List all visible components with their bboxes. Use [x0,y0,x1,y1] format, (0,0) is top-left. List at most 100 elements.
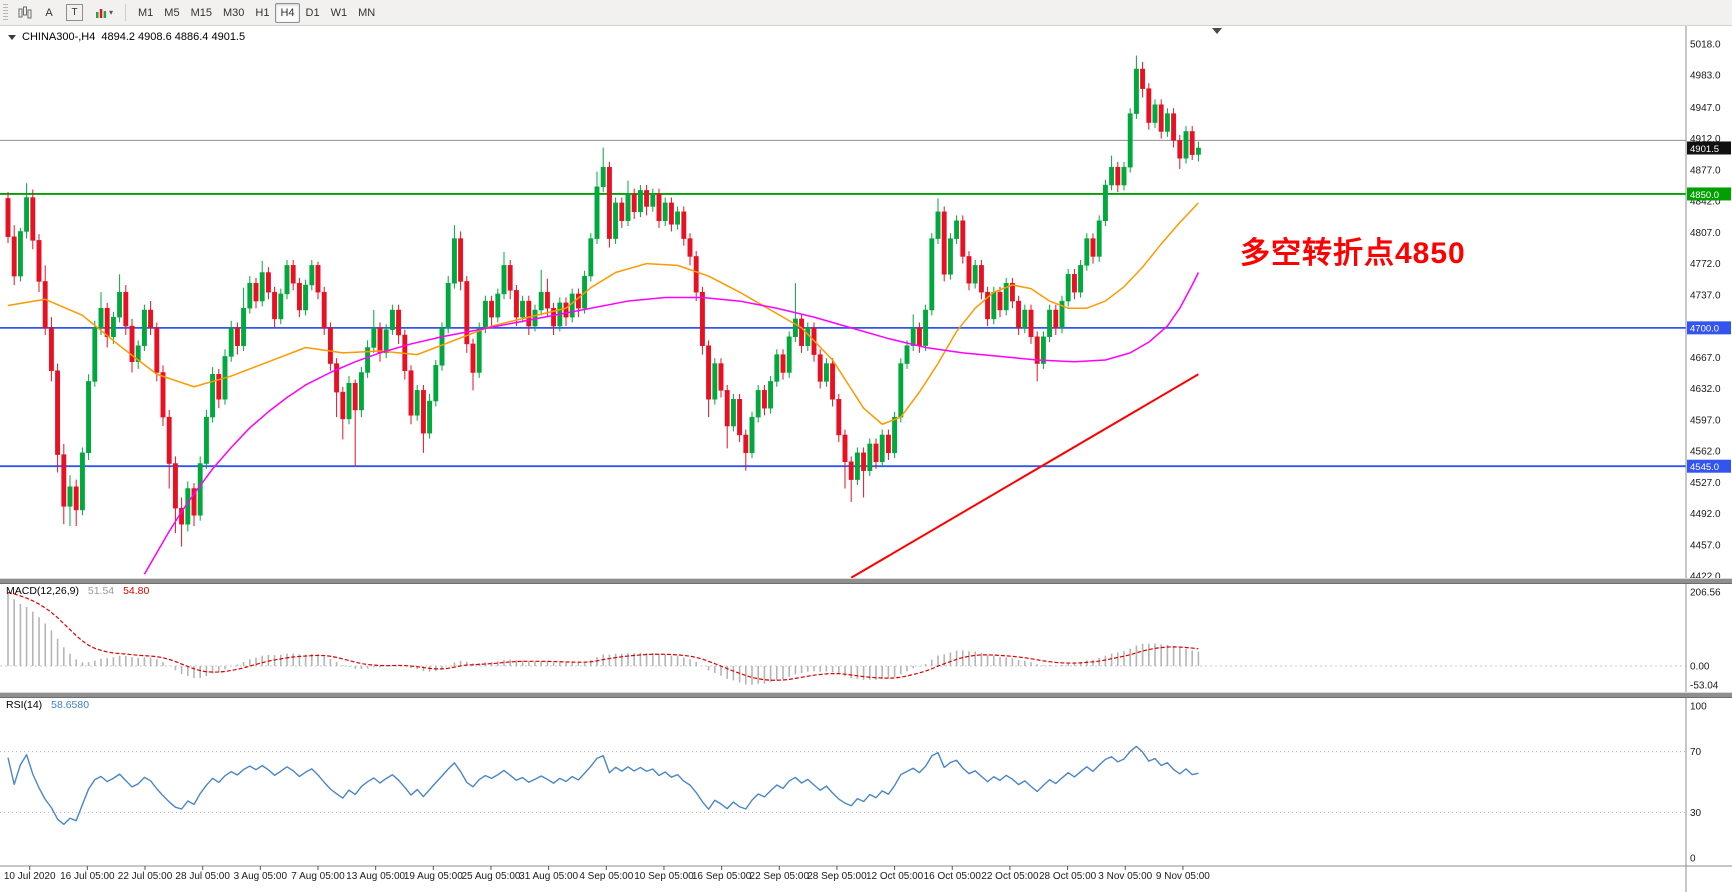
price-badge [1687,321,1731,335]
x-axis-label: 19 Aug 05:00 [404,871,463,882]
timeframe-button-w1[interactable]: W1 [330,6,348,19]
y-axis-tick-label: 4632.0 [1690,384,1721,395]
indicators-icon [96,8,107,18]
rsi-line [7,745,1199,826]
y-axis-tick-label: 4807.0 [1690,228,1721,239]
rsi-value: 58.6580 [51,699,90,711]
slow-ma-line [143,272,1200,575]
timeframe-button-m30[interactable]: M30 [222,6,245,19]
fast-ma-line [7,202,1199,426]
macd-signal-value: 54.80 [123,585,150,597]
x-axis-label: 16 Oct 05:00 [924,871,982,882]
y-axis-tick-label: 4562.0 [1690,447,1721,458]
x-axis-label: 10 Sep 05:00 [634,871,694,882]
indicators-caret-icon: ▾ [109,8,114,17]
x-axis-label: 7 Aug 05:00 [291,871,345,882]
toolbar-separator [125,4,127,21]
x-axis-label: 22 Jul 05:00 [118,871,173,882]
macd-panel [0,591,1686,685]
y-axis-tick-label: 4842.0 [1690,197,1721,208]
macd-scale-label: -53.04 [1690,681,1719,692]
price-badge-label: 4850.0 [1690,190,1719,201]
panel-separator[interactable] [0,578,1732,584]
price-badge-label: 4901.5 [1690,144,1719,155]
price-badge [1687,459,1731,473]
x-axis-label: 3 Aug 05:00 [234,871,288,882]
rsi-scale-label: 30 [1690,808,1702,819]
y-axis-tick-label: 4983.0 [1690,71,1721,82]
y-axis-tick-label: 4667.0 [1690,353,1721,364]
x-axis-label: 22 Oct 05:00 [981,871,1039,882]
chart-annotation-text[interactable]: 多空转折点4850 [1240,237,1466,270]
y-axis-tick-label: 4772.0 [1690,259,1721,270]
chart-ohlc-values: 4894.2 4908.6 4886.4 4901.5 [101,31,246,43]
x-axis-label: 12 Oct 05:00 [866,871,924,882]
x-axis-label: 10 Jul 2020 [4,871,56,882]
price-badge-label: 4700.0 [1690,324,1719,335]
x-axis-label: 25 Aug 05:00 [462,871,521,882]
macd-header: MACD(12,26,9) 51.54 54.80 [6,585,149,597]
rsi-panel [0,745,1686,826]
macd-histogram [7,592,1200,685]
time-axis[interactable]: 10 Jul 2020 16 Jul 05:00 22 Jul 05:00 28 Ju… [0,865,1732,882]
rsi-header: RSI(14) 58.6580 [6,699,89,711]
timeframe-button-m1[interactable]: M1 [138,6,154,19]
toolbar: A T ▾ M1 M5 M15 M30 H1 H4 D1 W1 MN [0,0,1732,26]
rsi-scale-label: 100 [1690,702,1707,713]
y-axis-tick-label: 4597.0 [1690,415,1721,426]
price-axis[interactable]: 5018.0 4983.0 4947.0 4912.0 4877.0 4842.0 4807… [1685,26,1732,892]
chart-bars-icon [18,6,32,19]
timeframe-button-d1[interactable]: D1 [305,6,320,19]
x-axis-label: 3 Nov 05:00 [1098,871,1152,882]
y-axis-tick-label: 4737.0 [1690,290,1721,301]
chart-shift-marker-icon[interactable] [1212,28,1222,34]
y-axis-tick-label: 4527.0 [1690,478,1721,489]
macd-main-value: 51.54 [87,585,115,597]
text-box-button[interactable]: T [61,3,88,23]
timeframe-button-m5[interactable]: M5 [164,6,180,19]
x-axis-label: 16 Sep 05:00 [692,871,752,882]
rsi-scale-label: 0 [1690,854,1696,865]
panel-separator[interactable] [0,692,1732,698]
x-axis-label: 13 Aug 05:00 [346,871,405,882]
price-badges: 4850.0 4700.0 4545.0 4901.5 [1687,141,1731,473]
y-axis-tick-label: 4912.0 [1690,134,1721,145]
chart-bars-button[interactable] [13,3,37,23]
text-box-icon: T [66,4,83,21]
y-axis-tick-label: 4422.0 [1690,572,1721,583]
macd-scale-label: 0.00 [1690,662,1710,673]
chart-window[interactable]: 5018.0 4983.0 4947.0 4912.0 4877.0 4842.0 4807… [0,26,1732,892]
price-badge-label: 4545.0 [1690,462,1719,473]
timeframe-button-h1[interactable]: H1 [255,6,270,19]
text-label-button[interactable]: A [39,3,59,23]
price-badge [1687,187,1731,201]
trendline[interactable] [850,373,1199,579]
x-axis-label: 31 Aug 05:00 [519,871,578,882]
macd-label: MACD(12,26,9) [6,585,79,597]
x-axis-label: 22 Sep 05:00 [750,871,810,882]
y-axis-tick-label: 4947.0 [1690,103,1721,114]
x-axis-label: 28 Sep 05:00 [807,871,867,882]
timeframe-button-h4[interactable]: H4 [275,2,300,23]
y-axis-tick-label: 4492.0 [1690,509,1721,520]
timeframe-button-mn[interactable]: MN [358,6,376,19]
chart-collapse-icon[interactable] [8,34,16,40]
x-axis-label: 9 Nov 05:00 [1156,871,1210,882]
chart-canvas[interactable]: 5018.0 4983.0 4947.0 4912.0 4877.0 4842.0 4807… [0,26,1732,892]
chart-symbol-label: CHINA300-,H4 [22,31,96,43]
timeframe-button-m15[interactable]: M15 [190,6,212,19]
x-axis-label: 28 Oct 05:00 [1039,871,1097,882]
macd-signal-line [7,591,1199,681]
toolbar-gripper[interactable] [3,3,8,22]
y-axis-tick-label: 4877.0 [1690,165,1721,176]
macd-scale-label: 206.56 [1690,588,1721,599]
horizontal-price-lines[interactable] [0,139,1686,468]
indicators-button[interactable]: ▾ [90,3,118,23]
y-axis-tick-label: 4457.0 [1690,540,1721,551]
y-axis-tick-label: 5018.0 [1690,40,1721,51]
timeframe-button-group: M1 M5 M15 M30 H1 H4 D1 W1 MN [133,2,380,23]
x-axis-label: 4 Sep 05:00 [579,871,633,882]
text-label-button-label: A [45,6,53,19]
price-badge [1687,141,1731,155]
